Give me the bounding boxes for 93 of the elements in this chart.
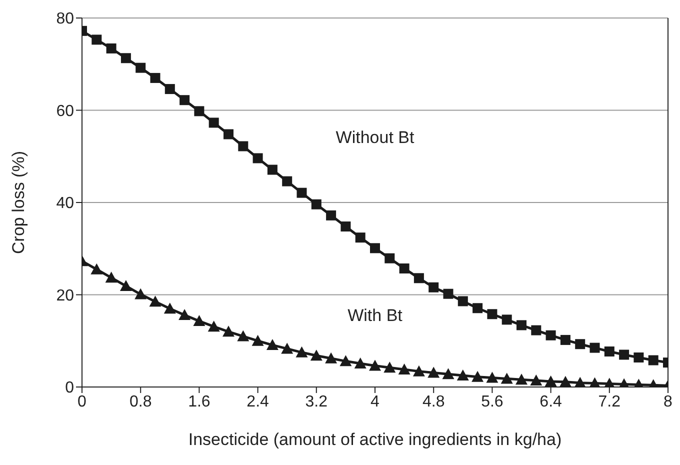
point bbox=[193, 315, 206, 326]
point bbox=[619, 350, 630, 360]
point bbox=[486, 372, 498, 383]
point bbox=[311, 199, 322, 210]
point bbox=[648, 355, 658, 366]
point bbox=[443, 288, 454, 299]
point bbox=[544, 375, 557, 386]
point bbox=[150, 72, 160, 83]
point bbox=[180, 95, 190, 106]
point bbox=[412, 365, 425, 376]
point bbox=[296, 346, 308, 358]
point bbox=[194, 106, 204, 116]
point bbox=[92, 34, 102, 45]
x-tick-label: 7.2 bbox=[598, 393, 621, 410]
point bbox=[560, 334, 570, 345]
point bbox=[414, 273, 424, 284]
point bbox=[282, 176, 292, 186]
y-axis-title: Crop loss (%) bbox=[9, 151, 28, 254]
point bbox=[266, 339, 278, 350]
point bbox=[120, 53, 131, 64]
point bbox=[208, 320, 220, 332]
x-tick-label: 4.8 bbox=[422, 393, 445, 410]
point bbox=[267, 164, 278, 175]
point bbox=[340, 221, 351, 232]
point bbox=[296, 188, 307, 198]
point bbox=[164, 302, 176, 314]
point bbox=[355, 232, 366, 243]
point bbox=[105, 272, 118, 283]
y-tick-label: 60 bbox=[56, 102, 74, 120]
point bbox=[500, 372, 513, 384]
point bbox=[559, 376, 572, 387]
point bbox=[281, 342, 294, 354]
x-tick-label: 1.6 bbox=[188, 393, 210, 410]
point bbox=[164, 84, 175, 94]
point bbox=[428, 366, 440, 378]
point bbox=[487, 309, 498, 320]
point bbox=[604, 346, 614, 356]
point bbox=[384, 253, 395, 264]
point bbox=[384, 362, 396, 373]
point bbox=[325, 352, 338, 364]
point bbox=[149, 296, 162, 307]
point bbox=[178, 309, 191, 320]
point bbox=[90, 263, 103, 274]
point bbox=[120, 280, 132, 291]
x-tick-label: 0 bbox=[78, 393, 87, 410]
point bbox=[458, 296, 468, 306]
point bbox=[354, 357, 366, 368]
y-tick-label: 0 bbox=[65, 380, 74, 397]
point bbox=[575, 339, 586, 350]
point bbox=[208, 118, 219, 128]
point bbox=[252, 334, 264, 346]
x-tick-label: 0.8 bbox=[129, 393, 152, 410]
point bbox=[530, 374, 542, 386]
point bbox=[574, 376, 586, 387]
point bbox=[237, 330, 250, 342]
point bbox=[546, 330, 556, 340]
point bbox=[134, 288, 147, 300]
point bbox=[590, 342, 600, 353]
point bbox=[224, 129, 234, 140]
point bbox=[442, 368, 454, 380]
point bbox=[472, 370, 484, 382]
point bbox=[516, 374, 528, 385]
point bbox=[340, 355, 352, 366]
point bbox=[310, 350, 322, 361]
point bbox=[398, 363, 410, 374]
point bbox=[370, 243, 380, 254]
point bbox=[222, 326, 234, 337]
point bbox=[326, 210, 336, 220]
x-axis-title: Insecticide (amount of active ingredients in kg/ha) bbox=[188, 430, 562, 449]
point bbox=[634, 352, 644, 362]
point bbox=[516, 320, 526, 330]
point bbox=[456, 369, 469, 380]
text: Without Bt bbox=[336, 128, 414, 148]
x-tick-label: 3.2 bbox=[305, 393, 328, 410]
point bbox=[531, 325, 542, 336]
y-tick-label: 40 bbox=[56, 195, 74, 212]
point bbox=[136, 62, 146, 73]
x-tick-label: 4 bbox=[370, 393, 380, 410]
point bbox=[238, 141, 248, 152]
point bbox=[106, 43, 116, 54]
y-tick-label: 80 bbox=[56, 10, 74, 28]
point bbox=[252, 153, 263, 164]
x-tick-label: 6.4 bbox=[540, 393, 562, 410]
point bbox=[428, 282, 439, 292]
x-tick-label: 5.6 bbox=[481, 393, 504, 410]
point bbox=[502, 314, 512, 325]
point bbox=[369, 360, 381, 371]
y-tick-label: 20 bbox=[56, 287, 74, 304]
series-label: With Bt bbox=[348, 306, 403, 325]
point bbox=[399, 263, 410, 274]
x-tick-label: 8 bbox=[664, 393, 673, 410]
point bbox=[472, 303, 483, 314]
x-tick-label: 2.4 bbox=[246, 393, 270, 410]
